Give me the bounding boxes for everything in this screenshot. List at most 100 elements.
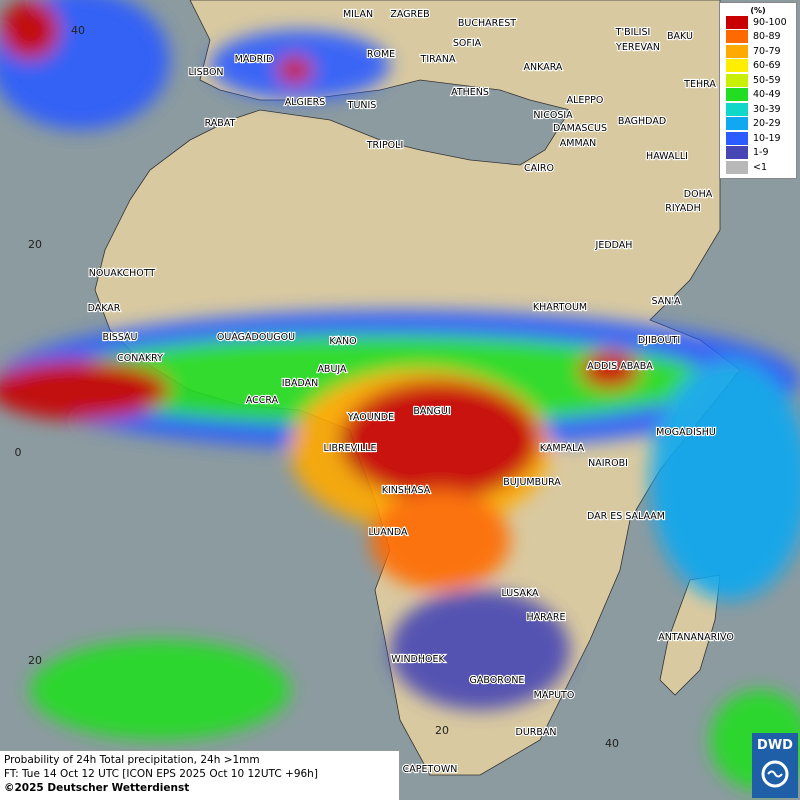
logo-icon xyxy=(761,760,789,788)
city-label: ABUJA xyxy=(317,364,347,375)
city-label: MILAN xyxy=(343,9,373,20)
city-label: DURBAN xyxy=(516,727,557,738)
city-label: CAPETOWN xyxy=(403,764,458,775)
city-label: ADDIS ABABA xyxy=(587,361,653,372)
legend: (%) 90-100 80-89 70-79 60-69 50-59 40-49 30-39… xyxy=(719,2,797,179)
city-label: KHARTOUM xyxy=(533,302,587,313)
city-label: ATHENS xyxy=(451,87,489,98)
city-label: BAGHDAD xyxy=(618,116,666,127)
legend-label: <1 xyxy=(753,161,768,173)
city-label: TEHRA xyxy=(683,79,716,90)
city-label: BISSAU xyxy=(102,332,137,343)
logo: DWD xyxy=(752,733,798,798)
legend-label: 60-69 xyxy=(753,60,781,72)
legend-row: <1 xyxy=(720,160,796,175)
city-label: DAKAR xyxy=(88,303,121,314)
legend-label: 50-59 xyxy=(753,74,781,86)
city-label: ALGIERS xyxy=(285,97,326,108)
city-label: BANGUI xyxy=(413,406,450,417)
legend-row: 20-29 xyxy=(720,117,796,132)
city-label: GABORONE xyxy=(470,675,525,686)
city-label: KANO xyxy=(329,336,356,347)
city-label: BAKU xyxy=(667,31,693,42)
legend-swatch xyxy=(726,117,748,131)
legend-row: 80-89 xyxy=(720,30,796,45)
legend-swatch xyxy=(726,88,748,102)
legend-swatch xyxy=(726,131,748,145)
legend-items: 90-100 80-89 70-79 60-69 50-59 40-49 30-39 20-2… xyxy=(720,15,796,175)
legend-swatch xyxy=(726,15,748,29)
city-label: LUSAKA xyxy=(501,588,539,599)
footer: Probability of 24h Total precipitation, … xyxy=(0,750,400,800)
footer-line: FT: Tue 14 Oct 12 UTC [ICON EPS 2025 Oct… xyxy=(4,768,318,780)
city-label: HARARE xyxy=(527,612,566,623)
legend-row: 60-69 xyxy=(720,59,796,74)
legend-label: 20-29 xyxy=(753,118,781,130)
legend-title: (%) xyxy=(750,6,766,15)
city-label: KAMPALA xyxy=(540,443,585,454)
legend-label: 1-9 xyxy=(753,147,769,159)
legend-label: 80-89 xyxy=(753,31,781,43)
city-label: MAPUTO xyxy=(534,690,575,701)
city-label: YEREVAN xyxy=(615,42,660,53)
city-label: NAIROBI xyxy=(588,458,628,469)
grid-label: 40 xyxy=(605,737,619,750)
city-label: ALEPPO xyxy=(567,95,604,106)
grid-label: 20 xyxy=(28,654,42,667)
city-label: ROME xyxy=(367,49,395,60)
legend-swatch xyxy=(726,44,748,58)
city-label: TUNIS xyxy=(347,100,377,111)
city-label: MOGADISHU xyxy=(656,427,716,438)
legend-row: 70-79 xyxy=(720,44,796,59)
city-label: DAMASCUS xyxy=(553,123,607,134)
legend-row: 10-19 xyxy=(720,131,796,146)
city-label: NICOSIA xyxy=(533,110,573,121)
legend-label: 90-100 xyxy=(753,16,787,28)
city-label: TRIPOLI xyxy=(366,140,404,151)
city-label: T'BILISI xyxy=(615,27,651,38)
legend-row: 30-39 xyxy=(720,102,796,117)
city-label: DOHA xyxy=(684,189,713,200)
city-label: YAOUNDE xyxy=(347,412,394,423)
city-label: SOFIA xyxy=(453,38,482,49)
city-label: LISBON xyxy=(188,67,223,78)
city-label: KINSHASA xyxy=(382,485,431,496)
grid-label: 20 xyxy=(435,724,449,737)
city-label: HAWALLI xyxy=(646,151,688,162)
city-label: DAR ES SALAAM xyxy=(587,511,665,522)
city-label: DJIBOUTI xyxy=(638,335,680,346)
city-label: CONAKRY xyxy=(117,353,163,364)
footer-line: Probability of 24h Total precipitation, … xyxy=(4,754,260,766)
city-labels: MILAN ZAGREB BUCHAREST T'BILISI BAKU MADRID RO… xyxy=(86,8,734,776)
legend-swatch xyxy=(726,59,748,73)
city-label: NOUAKCHOTT xyxy=(89,268,156,279)
city-label: RIYADH xyxy=(665,203,700,214)
grid-label: 20 xyxy=(28,238,42,251)
grid-labels: 40 20 0 20 20 40 xyxy=(15,24,620,750)
legend-swatch xyxy=(726,160,748,174)
grid-label: 40 xyxy=(71,24,85,37)
city-label: MADRID xyxy=(235,54,274,65)
legend-label: 10-19 xyxy=(753,132,781,144)
logo-text: DWD xyxy=(757,738,793,753)
city-label: CAIRO xyxy=(524,163,554,174)
legend-label: 70-79 xyxy=(753,45,781,57)
legend-swatch xyxy=(726,30,748,44)
city-label: AMMAN xyxy=(560,138,597,149)
footer-line: ©2025 Deutscher Wetterdienst xyxy=(4,782,190,794)
legend-row: 1-9 xyxy=(720,146,796,161)
legend-row: 50-59 xyxy=(720,73,796,88)
grid-label: 0 xyxy=(15,446,22,459)
city-label: BUCHAREST xyxy=(458,18,516,29)
city-label: ANKARA xyxy=(524,62,563,73)
city-label: LUANDA xyxy=(368,527,408,538)
city-label: OUAGADOUGOU xyxy=(217,332,295,343)
city-label: BUJUMBURA xyxy=(503,477,561,488)
legend-label: 40-49 xyxy=(753,89,781,101)
legend-swatch xyxy=(726,102,748,116)
city-label: JEDDAH xyxy=(595,240,633,251)
legend-row: 90-100 xyxy=(720,15,796,30)
